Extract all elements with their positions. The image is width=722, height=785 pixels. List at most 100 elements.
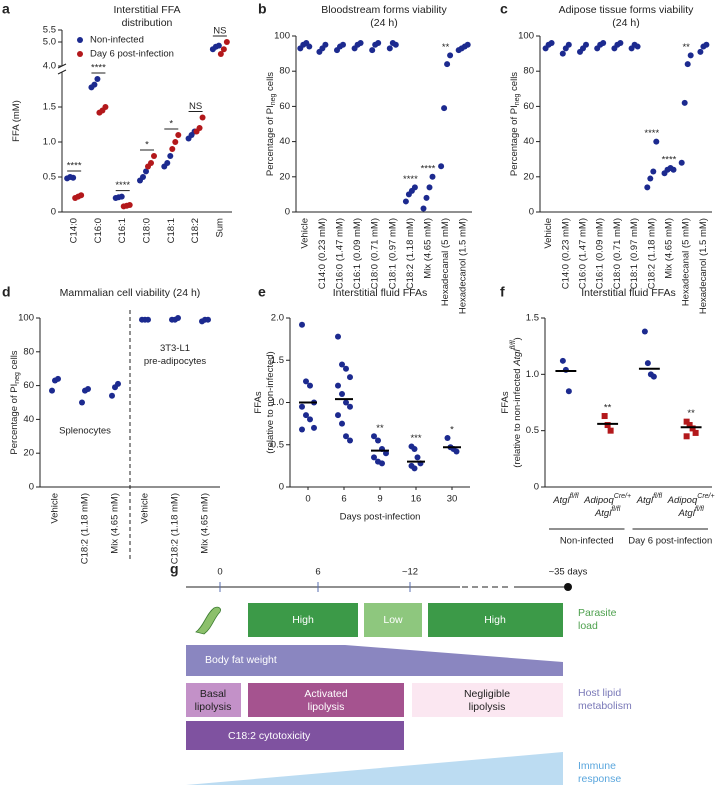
data-point [402,198,409,205]
data-point [604,422,611,429]
label-part: neg [514,93,521,105]
y-tick-label: 20 [523,171,534,182]
data-point [299,403,305,410]
x-tick-label: C16:1 [117,218,128,243]
data-point [299,321,305,328]
lipolysis-bar [412,683,563,717]
data-point [339,361,345,368]
x-tick-label: Mix (4.65 mM) [110,493,121,554]
x-tick-label: C18:2 (1.18 mM) [646,218,657,289]
segment-label: Body fat weight [205,654,277,666]
data-point [175,132,182,138]
data-point [322,41,329,48]
y-axis-label: FFAs [253,391,264,413]
panel-label: d [2,284,11,300]
legend-marker [77,51,83,57]
data-point [411,445,418,452]
cytotoxicity-bar [186,721,404,750]
y-tick-label: 0 [279,482,284,493]
data-point [670,166,677,173]
data-point [175,315,181,321]
data-point [644,184,651,191]
label-part: ) [512,337,523,340]
y-tick-label: 100 [18,313,34,324]
y-tick-label: 1.5 [526,313,539,324]
data-point [164,160,171,166]
data-point [199,114,206,121]
data-point [85,385,91,392]
segment-label: High [484,614,506,626]
data-point [379,460,385,467]
data-point [678,159,685,166]
significance-label: * [169,119,173,130]
y-tick-label: 60 [279,101,290,112]
significance-label: ** [604,403,612,414]
data-point [681,99,688,106]
data-point [414,454,421,461]
segment-label: High [292,614,314,626]
group-label: pre-adipocytes [144,356,207,367]
data-point [223,39,230,45]
x-tick-label: C18:0 [142,218,153,243]
data-point [172,139,179,145]
x-tick-label: 9 [377,494,382,505]
significance-label: * [450,425,454,436]
chart-title: Bloodstream forms viability [321,4,447,16]
panel-label: c [500,1,508,17]
x-tick-label: C18:2 (1.18 mM) [405,218,416,289]
data-point [692,429,699,436]
data-point [70,174,77,181]
data-point [687,52,694,59]
data-point [447,52,454,59]
x-tick-label: C18:2 (1.18 mM) [170,493,181,564]
y-tick-label: 60 [523,101,534,112]
data-point [641,328,648,335]
label-part: FFAs [253,391,264,413]
x-tick-label: 0 [305,494,310,505]
significance-label: NS [189,101,202,112]
data-point [303,412,309,419]
significance-label: *** [410,433,421,444]
x-tick-label: C16:0 (1.47 mM) [578,218,589,289]
lipolysis-bar [186,683,241,717]
label-part: Adipoq [667,495,698,506]
data-point [426,184,433,191]
data-point [689,425,696,432]
segment-label: lipolysis [469,701,506,713]
chart-title: Interstitial fluid FFAs [581,287,676,299]
x-tick-label: Mix (4.65 mM) [664,218,675,279]
label-part: neg [14,372,21,384]
x-tick-label: Mix (4.65 mM) [200,493,211,554]
x-tick-label: Atglfl/fl [552,493,579,505]
y-tick-label: 40 [279,136,290,147]
data-point [311,424,317,431]
data-point [375,437,381,444]
data-point [347,437,353,444]
data-point [411,465,418,472]
panel-label: e [258,284,266,300]
timeline-label: 6 [315,567,320,578]
group-label: Splenocytes [59,426,111,437]
group-label: Day 6 post-infection [628,536,712,547]
diagram: g 0 6 ~12 ~35 days High Low High Parasit… [170,561,632,785]
x-tick-label: Atglfl/fl [636,493,663,505]
data-point [306,43,313,50]
chart-title: Interstitial fluid FFAs [333,287,428,299]
significance-label: **** [115,180,130,191]
row-label: metabolism [578,700,632,712]
row-label: Immune [578,760,616,772]
panel-label: a [2,1,10,17]
label-part: Atgl [512,349,523,367]
label-part: Percentage of PI [9,384,20,455]
data-point [703,41,710,48]
parasite-load-bar [364,603,422,637]
x-tick-label: Hexadecanol (1.5 mM) [458,218,469,314]
segment-label: lipolysis [195,701,232,713]
x-tick-label: C18:0 (0.71 mM) [612,218,623,289]
data-point [303,378,309,385]
y-tick-label: 0 [285,207,290,218]
chart-title: Mammalian cell viability (24 h) [60,287,201,299]
data-point [617,40,624,47]
data-point [145,316,151,323]
data-point [126,202,133,208]
